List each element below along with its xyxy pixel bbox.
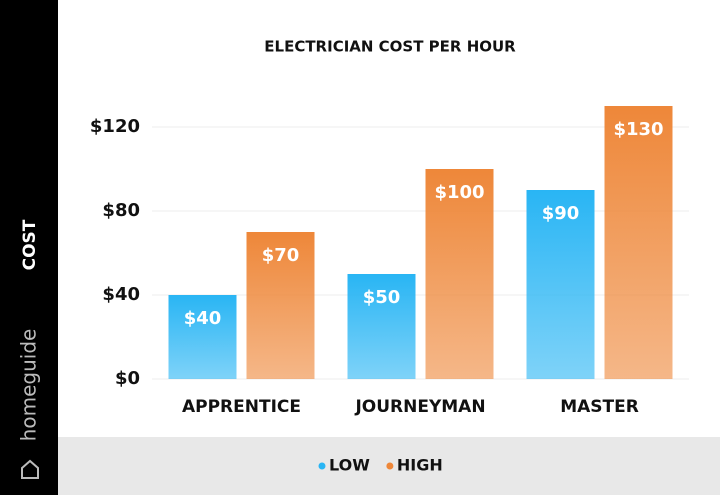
data-label: $50 — [363, 287, 401, 308]
legend-marker — [318, 462, 326, 470]
bar — [526, 190, 595, 379]
bar — [425, 169, 494, 379]
data-label: $70 — [262, 245, 300, 266]
data-label: $100 — [434, 182, 484, 203]
data-label: $40 — [184, 308, 222, 329]
bar — [246, 232, 315, 379]
y-tick-label: $120 — [90, 116, 140, 137]
y-axis-label: COST — [20, 219, 40, 270]
x-tick-label: APPRENTICE — [182, 397, 301, 417]
data-label: $130 — [613, 119, 663, 140]
bar — [347, 274, 416, 379]
y-tick-label: $40 — [102, 284, 140, 305]
legend-marker — [386, 462, 394, 470]
legend-label: HIGH — [397, 456, 443, 475]
x-tick-label: JOURNEYMAN — [354, 397, 485, 417]
chart-title: ELECTRICIAN COST PER HOUR — [264, 38, 516, 56]
bar — [168, 295, 237, 379]
y-tick-label: $0 — [115, 368, 140, 389]
sidebar — [0, 0, 58, 495]
x-tick-label: MASTER — [560, 397, 639, 417]
brand: homeguide — [17, 329, 41, 442]
bar — [604, 106, 673, 379]
brand-icon — [21, 459, 39, 479]
data-label: $90 — [542, 203, 580, 224]
legend-label: LOW — [329, 456, 370, 475]
y-tick-label: $80 — [102, 200, 140, 221]
